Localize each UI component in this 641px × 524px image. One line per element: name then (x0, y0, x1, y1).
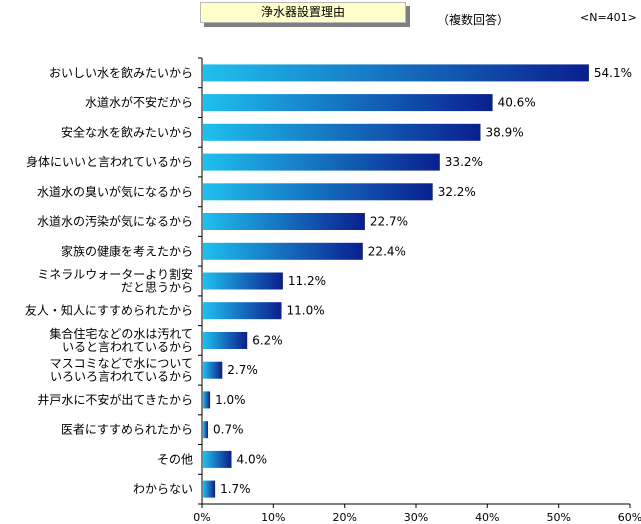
bar (203, 361, 223, 379)
category-label: 集合住宅などの水は汚れて (49, 326, 193, 341)
bar (203, 272, 283, 290)
bar (203, 213, 365, 230)
bars (203, 64, 589, 498)
bar (203, 332, 248, 349)
sample-size-label: <N=401> (580, 11, 637, 24)
bar (203, 421, 208, 439)
category-label: 水道水の臭いが気になるから (37, 184, 193, 199)
category-label: 安全な水を飲みたいから (61, 124, 193, 139)
x-tick-label: 60% (618, 511, 641, 524)
value-label: 11.0% (287, 304, 325, 318)
category-label: 水道水の汚染が気になるから (37, 214, 193, 229)
x-tick-label: 40% (475, 511, 499, 524)
bar (203, 94, 493, 112)
category-label: マスコミなどで水について (50, 357, 193, 371)
multiple-answer-note: （複数回答） (437, 13, 510, 27)
category-label: 友人・知人にすすめられたから (25, 304, 193, 318)
category-label: だと思うから (121, 281, 193, 295)
bar (203, 183, 433, 201)
value-label: 11.2% (288, 274, 326, 288)
value-labels: 54.1% 40.6% 38.9% 33.2% 32.2% 22.7% 22.4% 11.2%… (213, 66, 632, 496)
value-label: 33.2% (445, 155, 483, 169)
value-label: 4.0% (237, 452, 268, 466)
bar (203, 450, 232, 468)
chart-title-box: 浄水器設置理由 (200, 2, 406, 23)
category-label: わからない (133, 482, 193, 496)
category-label: 家族の健康を考えたから (61, 243, 193, 258)
category-label: おいしい水を飲みたいから (49, 65, 193, 80)
value-label: 54.1% (594, 66, 632, 80)
category-label: 水道水が不安だから (85, 95, 193, 110)
bar (203, 302, 282, 320)
value-label: 2.7% (227, 363, 257, 377)
x-tick-label: 20% (332, 511, 356, 524)
category-label: 身体にいいと言われているから (26, 154, 193, 169)
value-label: 6.2% (252, 334, 283, 348)
category-label: その他 (157, 452, 193, 466)
x-axis: 0% 10% 20% 30% 40% 50% 60% (193, 57, 641, 524)
x-tick-label: 0% (193, 511, 210, 524)
x-tick-label: 30% (404, 511, 428, 524)
bar (203, 242, 363, 260)
category-labels: おいしい水を飲みたいから水道水が不安だから安全な水を飲みたいから身体にいいと言わ… (25, 65, 193, 496)
x-tick-label: 50% (546, 511, 570, 524)
value-label: 0.7% (213, 423, 244, 437)
value-label: 22.4% (368, 244, 406, 258)
bar (203, 153, 440, 171)
category-label: いると言われているから (62, 340, 193, 354)
value-label: 22.7% (370, 215, 408, 229)
value-label: 40.6% (498, 96, 536, 110)
bar (203, 391, 211, 409)
chart-title: 浄水器設置理由 (260, 5, 345, 19)
category-label: ミネラルウォーターより割安 (37, 267, 193, 282)
bar (203, 123, 481, 141)
x-tick-label: 10% (261, 511, 285, 524)
value-label: 38.9% (486, 125, 524, 139)
value-label: 32.2% (438, 185, 476, 199)
value-label: 1.7% (220, 482, 251, 496)
category-label: 医者にすすめられたから (61, 423, 193, 437)
bar (203, 480, 216, 498)
bar (203, 64, 589, 82)
category-label: 井戸水に不安が出てきたから (37, 392, 193, 407)
category-label: いろいろ言われているから (50, 370, 193, 384)
value-label: 1.0% (215, 393, 246, 407)
